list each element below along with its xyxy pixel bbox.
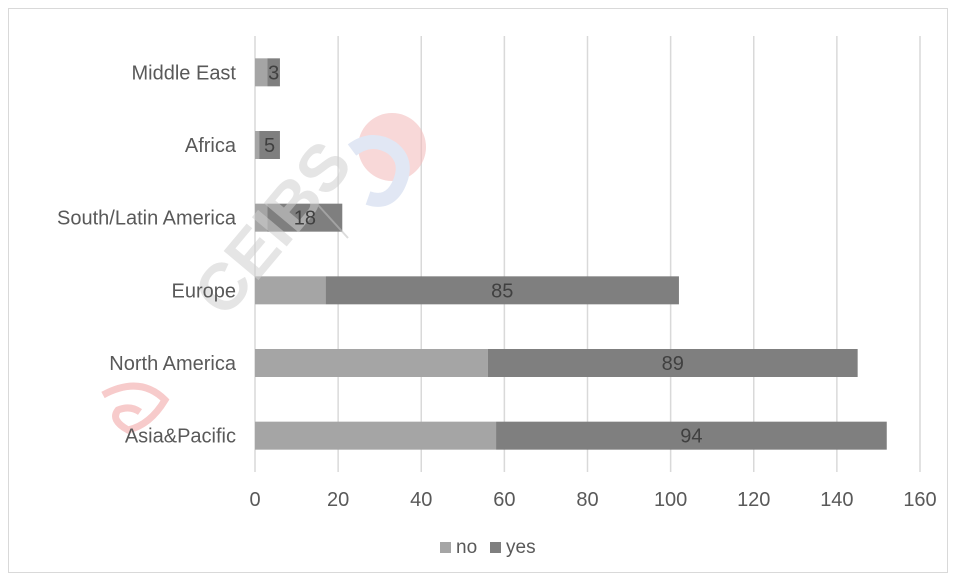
x-tick-label-140: 140 [820,489,853,511]
category-label-3: South/Latin America [57,208,237,230]
data-labels: 94 89 85 18 5 3 [264,62,703,447]
bar-yes-0 [496,421,887,450]
data-label-yes-3: 18 [294,208,316,230]
x-tick-label-80: 80 [576,489,598,511]
bar-no-4 [255,131,260,159]
legend-label-yes: yes [506,537,536,558]
category-labels: Asia&Pacific North America Europe South/Lat… [57,62,237,447]
x-tick-label-60: 60 [493,489,515,511]
data-label-yes-2: 85 [491,280,513,302]
bars [255,58,887,450]
x-tick-label-120: 120 [737,489,770,511]
watermark-red-mark [101,382,170,434]
x-tick-label-40: 40 [410,489,432,511]
bar-yes-5 [267,58,280,87]
x-tick-labels: 0 20 40 60 80 100 120 140 160 [249,489,936,511]
bar-no-3 [255,203,268,232]
data-label-yes-4: 5 [264,135,275,157]
gridlines [254,36,921,472]
legend-swatch-yes [490,542,501,553]
watermark-slash [317,204,349,239]
x-tick-label-160: 160 [903,489,936,511]
data-label-yes-5: 3 [268,62,279,84]
category-label-2: Europe [172,280,237,302]
category-label-1: North America [109,353,237,375]
legend-label-no: no [456,537,477,558]
data-label-yes-1: 89 [662,353,684,375]
watermark-blue-swoosh [347,135,410,207]
bar-no-0 [255,421,497,450]
legend-swatch-no [440,542,451,553]
bar-no-1 [255,349,488,377]
data-label-yes-0: 94 [680,426,702,448]
x-tick-label-0: 0 [249,489,260,511]
legend: no yes [440,537,536,558]
category-label-0: Asia&Pacific [125,426,236,448]
x-tick-label-100: 100 [654,489,687,511]
x-tick-label-20: 20 [327,489,349,511]
bar-no-5 [255,58,268,87]
bar-no-2 [255,276,326,305]
category-label-5: Middle East [132,62,237,84]
bar-yes-4 [259,131,280,159]
bar-yes-1 [487,349,858,377]
watermark-logo: CEIBS [101,113,426,434]
bar-yes-2 [325,276,679,305]
category-label-4: Africa [185,135,237,157]
